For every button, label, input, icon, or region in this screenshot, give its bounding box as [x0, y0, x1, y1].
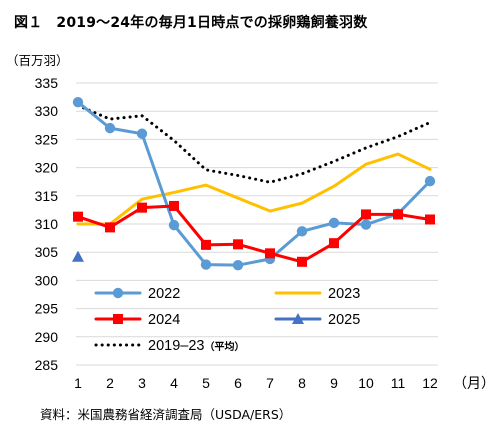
point-2022-3	[136, 128, 148, 139]
y-tick-310: 310	[35, 216, 59, 232]
y-tick-320: 320	[35, 160, 59, 176]
point-2024-7	[265, 248, 275, 259]
legend-item-2019-23: 2019–23（平均）	[94, 338, 244, 354]
point-2022-10	[360, 219, 372, 230]
x-axis-tick-labels: 1 2 3 4 5 6 7 8 9 10 11 12 （月）	[74, 375, 495, 391]
y-tick-325: 325	[35, 131, 59, 147]
legend-item-2024: 2024	[94, 312, 180, 328]
y-tick-315: 315	[35, 188, 59, 204]
gridlines	[76, 82, 438, 366]
legend-label-2022: 2022	[148, 286, 180, 302]
point-2022-6	[232, 259, 244, 271]
y-tick-295: 295	[35, 301, 59, 317]
y-axis-tick-labels: 285 290 295 300 305 310 315 320 325 330 335	[35, 75, 59, 373]
x-tick-5: 5	[202, 375, 210, 391]
point-2022-9	[328, 217, 340, 229]
legend-label-2023: 2023	[328, 286, 360, 302]
legend-marker-2022	[112, 287, 124, 299]
x-tick-8: 8	[298, 375, 306, 391]
series-2022	[72, 96, 436, 271]
series-lines	[72, 96, 436, 271]
y-tick-330: 330	[35, 103, 59, 119]
point-2024-1	[73, 211, 83, 222]
legend-label-2025: 2025	[328, 312, 360, 328]
legend-item-2023: 2023	[274, 286, 360, 302]
point-2024-5	[201, 239, 211, 250]
line-2019-23	[76, 104, 432, 184]
y-tick-285: 285	[35, 357, 59, 373]
point-2022-4	[168, 219, 180, 231]
point-2024-11	[393, 209, 403, 220]
legend-label-2024: 2024	[148, 312, 180, 328]
line-2024	[76, 204, 432, 264]
figure-number: 図１	[14, 15, 43, 31]
y-tick-290: 290	[35, 329, 59, 345]
y-tick-335: 335	[35, 75, 59, 91]
point-2024-12	[425, 214, 435, 225]
legend-marker-2025	[292, 313, 304, 324]
legend-label-2019-23: 2019–23（平均）	[148, 338, 244, 354]
series-2025	[72, 250, 84, 262]
series-2023	[76, 152, 432, 226]
point-2022-2	[104, 122, 116, 134]
legend: 2022 2023 2024 2025 2019–23（平均）	[94, 286, 360, 354]
point-2024-9	[329, 238, 339, 249]
chart-title: 図１ 2019～24年の毎月1日時点での採卵鶏飼養羽数	[14, 12, 367, 32]
point-2022-5	[200, 259, 212, 270]
x-tick-10: 10	[358, 375, 374, 391]
point-2024-8	[297, 256, 307, 267]
legend-label-suffix: （平均）	[204, 340, 244, 353]
series-2024	[73, 200, 435, 267]
y-tick-300: 300	[35, 272, 59, 288]
legend-item-2022: 2022	[94, 286, 180, 302]
point-2024-10	[361, 209, 371, 220]
legend-item-2025: 2025	[274, 312, 360, 328]
x-tick-3: 3	[138, 375, 146, 391]
figure-title-text: 2019～24年の毎月1日時点での採卵鶏飼養羽数	[56, 15, 368, 31]
x-tick-11: 11	[391, 375, 406, 391]
point-2022-12	[424, 175, 436, 187]
x-tick-7: 7	[266, 375, 274, 391]
point-2024-6	[233, 239, 243, 250]
point-2024-4	[169, 200, 179, 211]
line-2023	[76, 152, 432, 226]
line-2022	[76, 100, 432, 267]
x-tick-6: 6	[234, 375, 242, 391]
series-2019-23	[76, 104, 432, 184]
x-tick-12: 12	[422, 375, 438, 391]
x-axis-label: （月）	[453, 375, 495, 391]
point-2022-8	[296, 226, 308, 237]
x-tick-4: 4	[170, 375, 178, 391]
point-2022-1	[72, 96, 84, 108]
legend-marker-2024	[113, 314, 123, 324]
x-tick-2: 2	[106, 375, 114, 391]
y-tick-305: 305	[35, 244, 59, 260]
x-tick-9: 9	[330, 375, 338, 391]
point-2024-3	[137, 202, 147, 213]
x-tick-1: 1	[74, 375, 82, 391]
y-axis-unit-label: （百万羽）	[6, 53, 69, 68]
point-2025-1	[72, 250, 84, 262]
source-note: 資料：米国農務省経済調査局（USDA/ERS）	[40, 407, 292, 422]
point-2024-2	[105, 222, 115, 233]
